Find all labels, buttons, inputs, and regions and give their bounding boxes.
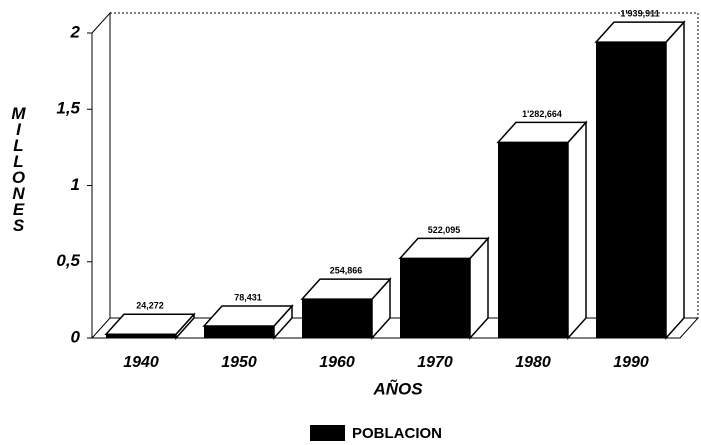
bar xyxy=(302,299,372,338)
y-tick-label: 0 xyxy=(71,327,81,346)
legend-label: POBLACION xyxy=(352,425,442,442)
bar-side xyxy=(665,20,685,340)
y-tick-label: 1,5 xyxy=(56,99,80,118)
legend-swatch xyxy=(310,425,345,441)
data-label: 522,095 xyxy=(428,225,461,235)
bar xyxy=(596,42,666,338)
y-tick-label: 2 xyxy=(70,22,81,41)
bar-side xyxy=(567,120,587,340)
data-label: 1'282,664 xyxy=(522,109,562,119)
data-label: 254,866 xyxy=(330,266,363,276)
y-axis-label: MILLONES xyxy=(9,104,28,232)
x-tick-label: 1940 xyxy=(123,354,159,371)
x-tick-label: 1980 xyxy=(515,354,551,371)
x-tick-label: 1950 xyxy=(221,354,257,371)
x-tick-label: 1990 xyxy=(613,354,649,371)
data-label: 78,431 xyxy=(234,292,262,302)
bar xyxy=(106,334,176,338)
bar xyxy=(204,326,274,338)
y-tick-label: 1 xyxy=(71,175,80,194)
x-tick-label: 1970 xyxy=(417,354,453,371)
data-label: 24,272 xyxy=(136,301,164,311)
data-label: 1'939,911 xyxy=(620,9,659,19)
bar xyxy=(400,258,470,338)
back-wall xyxy=(110,12,699,318)
bar xyxy=(498,142,568,338)
x-axis-label: AÑOS xyxy=(372,378,423,398)
x-tick-label: 1960 xyxy=(319,354,355,371)
left-wall xyxy=(91,11,111,338)
y-tick-label: 0,5 xyxy=(56,251,80,270)
